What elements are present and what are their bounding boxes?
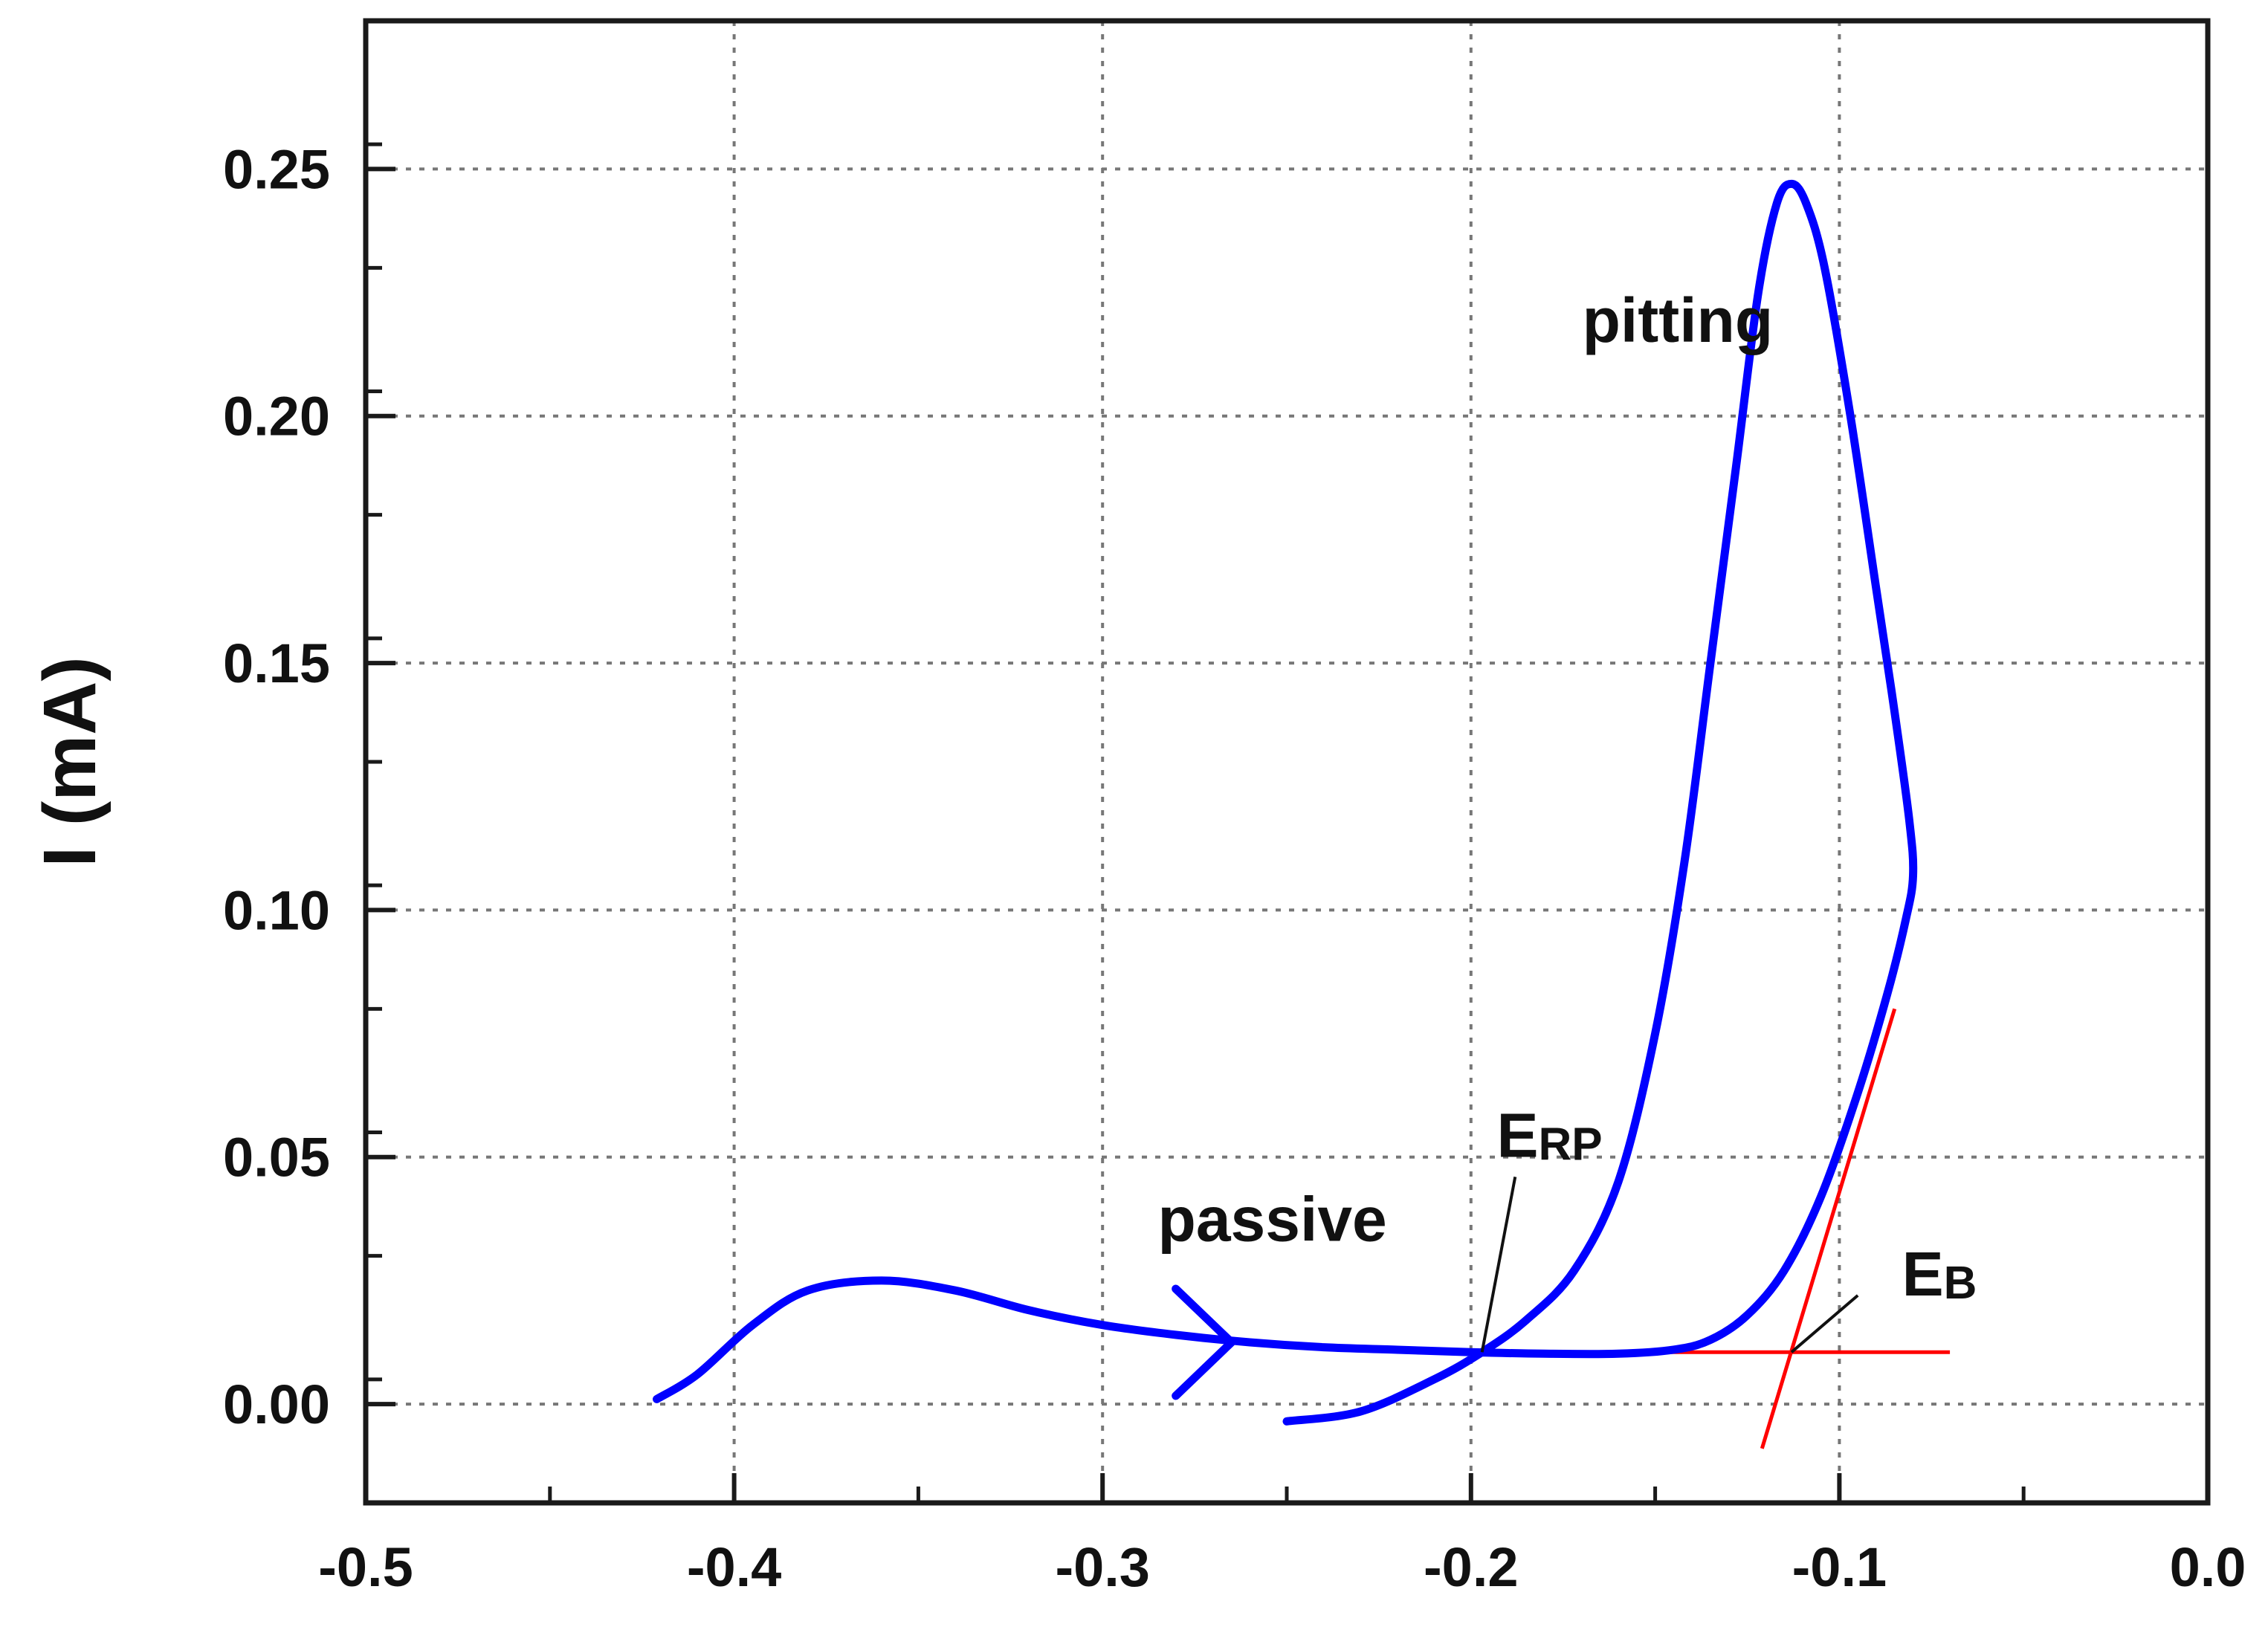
annotation-main: E	[1496, 1101, 1538, 1171]
tick-labels: -0.5 -0.4 -0.3 -0.2 -0.1 0.0 0.00 0.05 0.10 0.15 0…	[223, 138, 2246, 1598]
tangent-line	[1760, 1008, 1897, 1449]
axis-ticks	[364, 19, 2210, 1505]
annotation-passive: passive	[1158, 1185, 1387, 1255]
y-tick-label: 0.15	[223, 633, 330, 694]
y-tick-label: 0.05	[223, 1127, 330, 1188]
annotation-pointer	[1480, 1176, 1517, 1353]
y-tick-label: 0.20	[223, 386, 330, 447]
y-axis-label: I (mA)	[28, 656, 112, 867]
x-tick-label: -0.2	[1424, 1536, 1519, 1598]
annotation-pitting: pitting	[1583, 285, 1774, 355]
annotation-subscript: RP	[1539, 1119, 1603, 1171]
y-tick-label: 0.00	[223, 1374, 330, 1435]
annotation-subscript: B	[1944, 1258, 1977, 1309]
x-tick-label: -0.5	[318, 1536, 413, 1598]
x-tick-label: -0.1	[1792, 1536, 1887, 1598]
annotation-EB: EB	[1902, 1239, 1977, 1309]
y-tick-label: 0.25	[223, 138, 330, 200]
annotation-main: E	[1902, 1239, 1944, 1309]
data-series	[653, 179, 1918, 1426]
annotation-ERP: ERP	[1496, 1101, 1602, 1171]
direction-arrow	[1172, 1284, 1236, 1400]
y-tick-label: 0.10	[223, 879, 330, 941]
plot-frame	[363, 18, 2211, 1506]
x-tick-label: -0.4	[687, 1536, 782, 1598]
annotation-pointer	[1790, 1294, 1859, 1353]
x-tick-label: -0.3	[1055, 1536, 1150, 1598]
series-line	[653, 179, 1918, 1426]
grid-lines	[366, 21, 2208, 1503]
x-tick-label: 0.0	[2170, 1536, 2246, 1598]
